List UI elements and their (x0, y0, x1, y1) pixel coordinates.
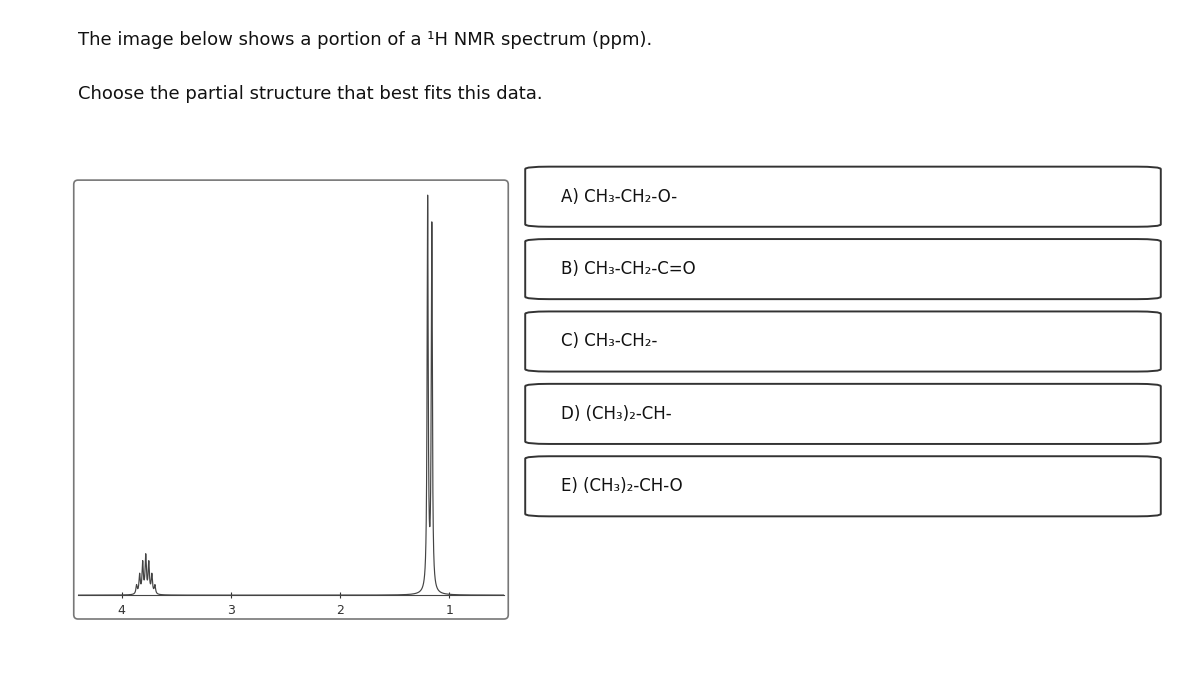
Text: E) (CH₃)₂-CH-O: E) (CH₃)₂-CH-O (560, 477, 683, 495)
Text: Choose the partial structure that best fits this data.: Choose the partial structure that best f… (78, 85, 542, 103)
Text: The image below shows a portion of a ¹H NMR spectrum (ppm).: The image below shows a portion of a ¹H … (78, 31, 653, 48)
Text: B) CH₃-CH₂-C=O: B) CH₃-CH₂-C=O (560, 260, 696, 278)
Text: D) (CH₃)₂-CH-: D) (CH₃)₂-CH- (560, 405, 672, 423)
FancyBboxPatch shape (526, 167, 1160, 227)
Text: C) CH₃-CH₂-: C) CH₃-CH₂- (560, 333, 658, 350)
FancyBboxPatch shape (526, 384, 1160, 444)
FancyBboxPatch shape (526, 239, 1160, 299)
FancyBboxPatch shape (526, 311, 1160, 372)
FancyBboxPatch shape (526, 456, 1160, 516)
Text: A) CH₃-CH₂-O-: A) CH₃-CH₂-O- (560, 188, 677, 206)
